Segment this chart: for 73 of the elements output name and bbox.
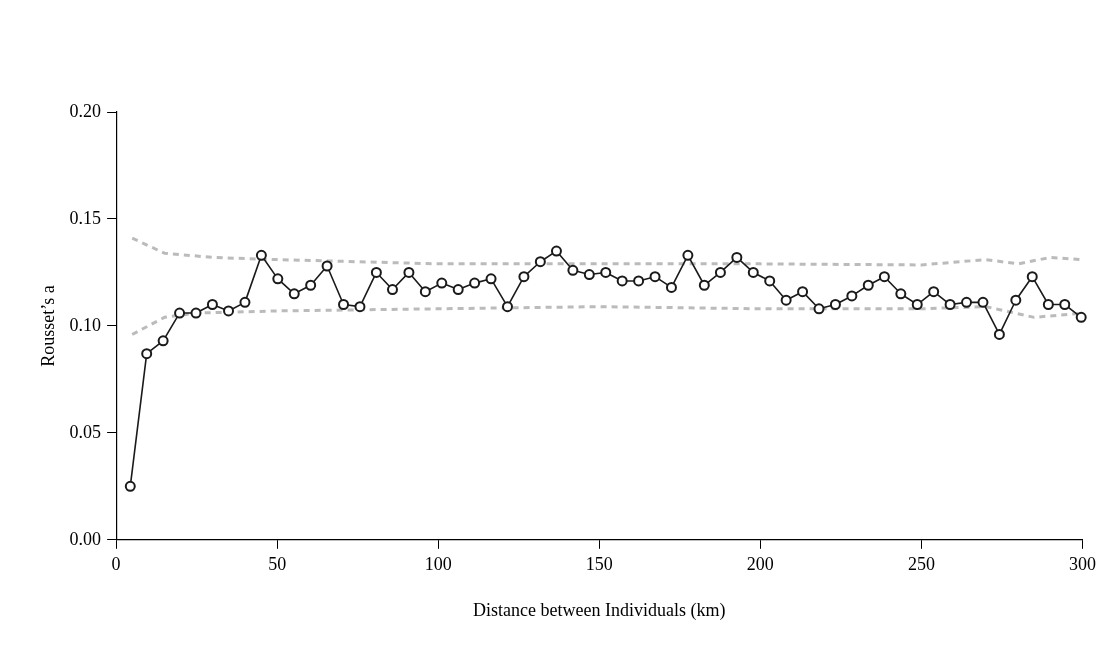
point bbox=[370, 266, 382, 278]
x-tick-label: 150 bbox=[585, 554, 613, 575]
point bbox=[1059, 299, 1071, 311]
point bbox=[157, 335, 169, 347]
point bbox=[567, 264, 579, 276]
y-tick-label: 0.10 bbox=[69, 314, 102, 335]
point bbox=[714, 266, 726, 278]
point bbox=[239, 296, 251, 308]
point bbox=[501, 301, 513, 313]
point bbox=[911, 299, 923, 311]
point bbox=[436, 277, 448, 289]
point bbox=[206, 299, 218, 311]
x-tick-label: 200 bbox=[746, 554, 774, 575]
point bbox=[665, 281, 677, 293]
point bbox=[977, 296, 989, 308]
point bbox=[550, 245, 562, 257]
y-tick-label: 0.00 bbox=[69, 528, 102, 549]
x-tick-label: 50 bbox=[268, 554, 287, 575]
point bbox=[223, 305, 235, 317]
point bbox=[124, 480, 136, 492]
point bbox=[600, 266, 612, 278]
point bbox=[616, 275, 628, 287]
point bbox=[583, 269, 595, 281]
point bbox=[780, 294, 792, 306]
point bbox=[255, 249, 267, 261]
point bbox=[633, 275, 645, 287]
point bbox=[485, 273, 497, 285]
point bbox=[452, 284, 464, 296]
y-tick-label: 0.20 bbox=[69, 100, 102, 121]
x-tick-label: 300 bbox=[1069, 554, 1096, 575]
x-tick-label: 250 bbox=[907, 554, 935, 575]
point bbox=[288, 288, 300, 300]
y-axis-title: Rousset’s a bbox=[37, 285, 58, 367]
point bbox=[928, 286, 940, 298]
y-tick-label: 0.15 bbox=[69, 207, 102, 228]
point bbox=[305, 279, 317, 291]
point bbox=[944, 299, 956, 311]
point bbox=[419, 286, 431, 298]
point bbox=[403, 266, 415, 278]
point bbox=[190, 307, 202, 319]
point bbox=[993, 328, 1005, 340]
point bbox=[747, 266, 759, 278]
point bbox=[1042, 299, 1054, 311]
point bbox=[321, 260, 333, 272]
x-axis-title: Distance between Individuals (km) bbox=[473, 599, 726, 621]
y-tick-label: 0.05 bbox=[69, 421, 102, 442]
point bbox=[895, 288, 907, 300]
point bbox=[338, 299, 350, 311]
point bbox=[141, 348, 153, 360]
point bbox=[1010, 294, 1022, 306]
point bbox=[731, 251, 743, 263]
point bbox=[174, 307, 186, 319]
point bbox=[698, 279, 710, 291]
point bbox=[649, 271, 661, 283]
point bbox=[846, 290, 858, 302]
point bbox=[354, 301, 366, 313]
point bbox=[764, 275, 776, 287]
point bbox=[682, 249, 694, 261]
x-tick-label: 100 bbox=[424, 554, 452, 575]
point bbox=[862, 279, 874, 291]
point bbox=[272, 273, 284, 285]
point bbox=[829, 299, 841, 311]
point bbox=[1026, 271, 1038, 283]
point bbox=[1075, 311, 1087, 323]
point bbox=[813, 303, 825, 315]
point bbox=[386, 284, 398, 296]
point bbox=[518, 271, 530, 283]
point bbox=[797, 286, 809, 298]
point bbox=[878, 271, 890, 283]
point bbox=[961, 296, 973, 308]
point bbox=[534, 256, 546, 268]
x-tick-label: 0 bbox=[111, 554, 121, 575]
point bbox=[469, 277, 481, 289]
